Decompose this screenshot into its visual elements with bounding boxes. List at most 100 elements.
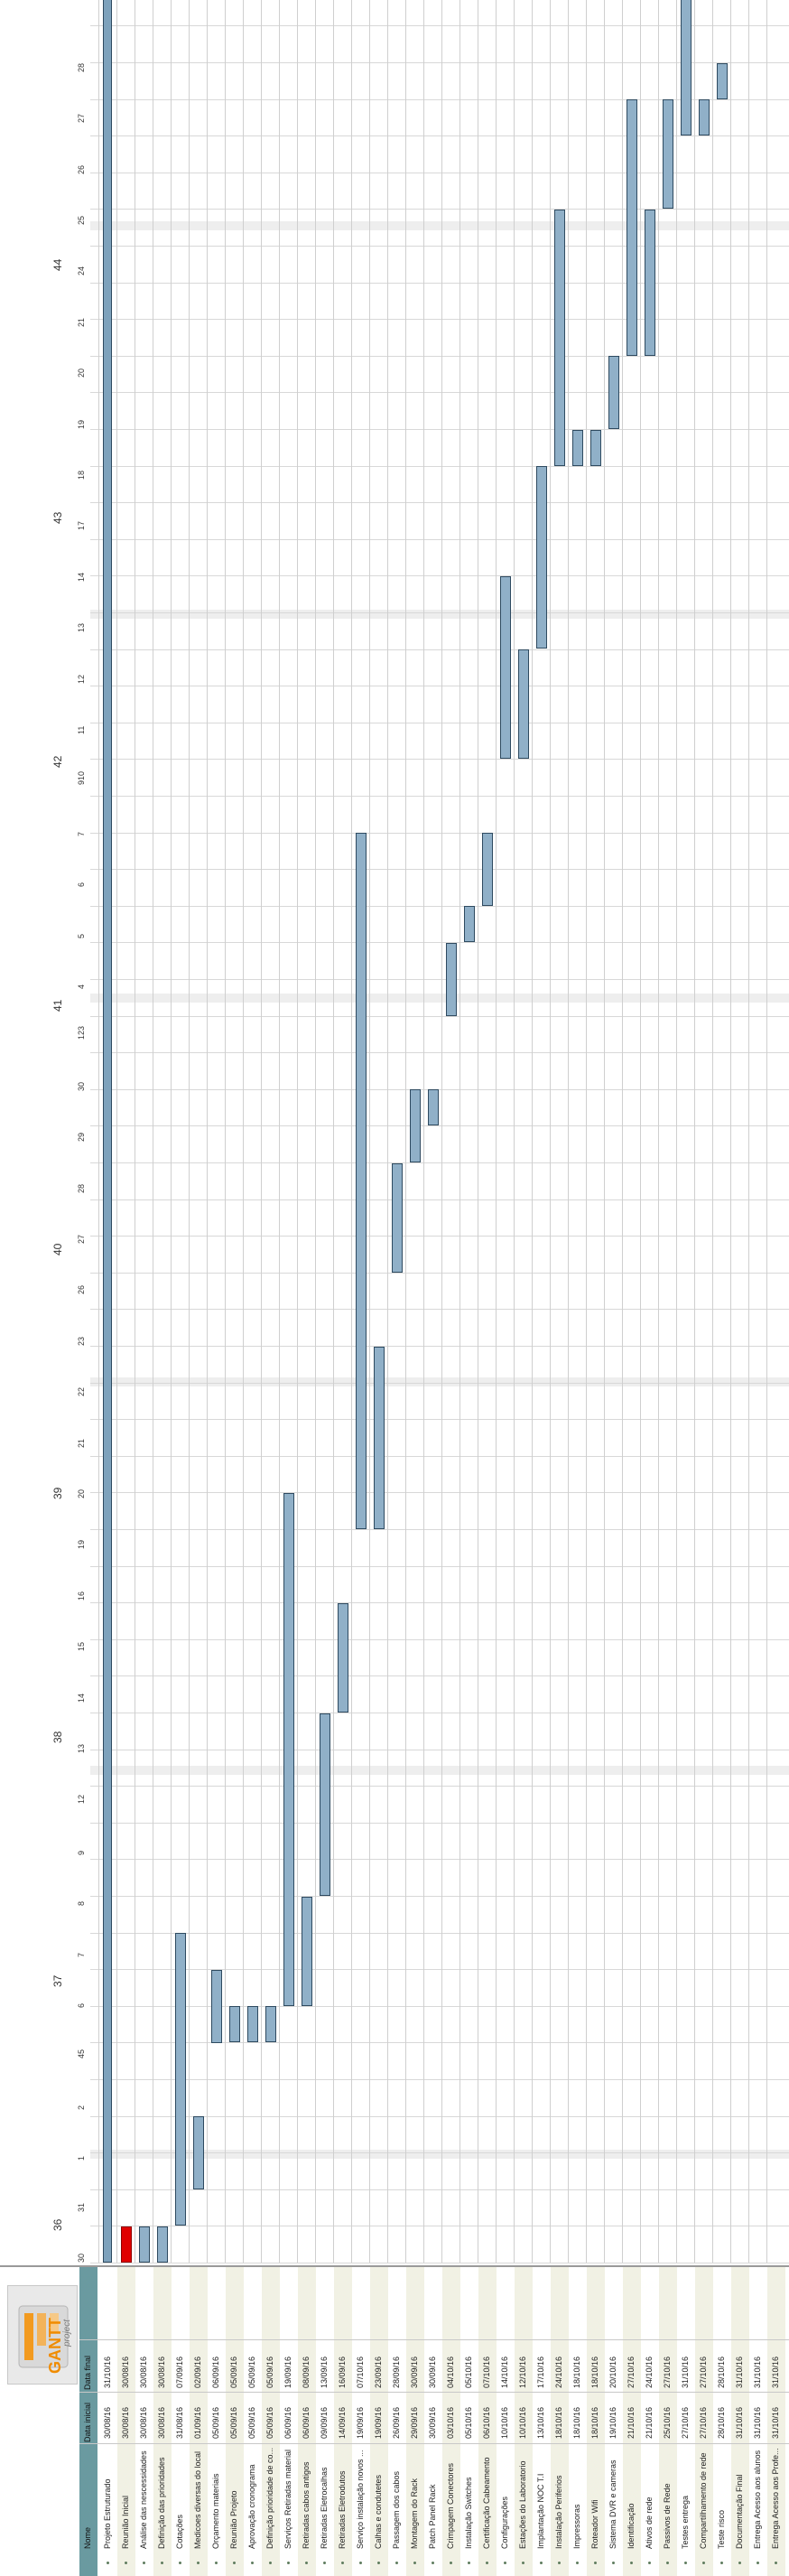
task-start-date: 14/09/16 bbox=[338, 2406, 347, 2439]
task-bar[interactable] bbox=[374, 1347, 385, 1529]
task-bar[interactable] bbox=[500, 576, 511, 759]
task-bullet-icon[interactable] bbox=[432, 2562, 434, 2564]
task-bar[interactable] bbox=[590, 430, 601, 466]
task-bar[interactable] bbox=[392, 1163, 403, 1273]
task-bar[interactable] bbox=[338, 1603, 348, 1713]
task-bar[interactable] bbox=[428, 1089, 439, 1125]
task-bullet-icon[interactable] bbox=[269, 2562, 272, 2564]
task-start-date: 30/08/16 bbox=[139, 2406, 148, 2439]
task-bar[interactable] bbox=[356, 833, 367, 1529]
task-start-date: 05/09/16 bbox=[211, 2406, 220, 2439]
task-end-date: 23/09/16 bbox=[374, 2356, 383, 2388]
week-label: 37 bbox=[51, 1974, 64, 1987]
task-bullet-icon[interactable] bbox=[359, 2562, 362, 2564]
task-bullet-icon[interactable] bbox=[540, 2562, 543, 2564]
task-bar[interactable] bbox=[645, 210, 655, 356]
task-bullet-icon[interactable] bbox=[413, 2562, 416, 2564]
task-bar[interactable] bbox=[283, 1493, 294, 2006]
task-bullet-icon[interactable] bbox=[468, 2562, 470, 2564]
task-bullet-icon[interactable] bbox=[612, 2562, 615, 2564]
task-bar[interactable] bbox=[410, 1089, 421, 1162]
task-bullet-icon[interactable] bbox=[287, 2562, 290, 2564]
table-row-bg bbox=[226, 2267, 244, 2576]
table-row-bg bbox=[623, 2267, 641, 2576]
day-label: 24 bbox=[77, 266, 86, 275]
task-bullet-icon[interactable] bbox=[558, 2562, 561, 2564]
task-bullet-icon[interactable] bbox=[594, 2562, 597, 2564]
task-bar[interactable] bbox=[302, 1897, 312, 2006]
task-bar[interactable] bbox=[247, 2006, 258, 2042]
task-bullet-icon[interactable] bbox=[666, 2562, 669, 2564]
day-gridline bbox=[90, 796, 789, 797]
task-bullet-icon[interactable] bbox=[630, 2562, 633, 2564]
task-name: Reunião Projeto bbox=[229, 2490, 238, 2549]
task-bullet-icon[interactable] bbox=[179, 2562, 181, 2564]
task-bullet-icon[interactable] bbox=[522, 2562, 524, 2564]
task-start-date: 05/09/16 bbox=[247, 2406, 256, 2439]
task-bullet-icon[interactable] bbox=[775, 2562, 777, 2564]
task-bar[interactable] bbox=[518, 649, 529, 759]
task-bullet-icon[interactable] bbox=[125, 2562, 127, 2564]
day-label: 1 bbox=[77, 2155, 86, 2161]
task-bullet-icon[interactable] bbox=[377, 2562, 380, 2564]
task-end-date: 12/10/16 bbox=[518, 2356, 527, 2388]
task-bar[interactable] bbox=[663, 99, 673, 209]
task-bar[interactable] bbox=[175, 1933, 186, 2226]
task-bar[interactable] bbox=[681, 0, 692, 135]
task-bullet-icon[interactable] bbox=[215, 2562, 218, 2564]
task-bar[interactable] bbox=[717, 63, 728, 99]
task-end-date: 05/10/16 bbox=[464, 2356, 473, 2388]
task-bar[interactable] bbox=[157, 2226, 168, 2263]
task-bullet-icon[interactable] bbox=[251, 2562, 254, 2564]
day-gridline bbox=[90, 1859, 789, 1860]
task-end-date: 31/10/16 bbox=[753, 2356, 762, 2388]
task-end-date: 28/10/16 bbox=[717, 2356, 726, 2388]
task-bullet-icon[interactable] bbox=[576, 2562, 579, 2564]
task-bar[interactable] bbox=[699, 99, 710, 135]
task-bar[interactable] bbox=[139, 2226, 150, 2263]
task-start-date: 06/10/16 bbox=[482, 2406, 491, 2439]
task-end-date: 17/10/16 bbox=[536, 2356, 545, 2388]
task-bar[interactable] bbox=[320, 1713, 330, 1896]
task-bar[interactable] bbox=[554, 210, 565, 466]
task-bullet-icon[interactable] bbox=[161, 2562, 163, 2564]
task-bullet-icon[interactable] bbox=[395, 2562, 398, 2564]
task-bar-summary[interactable] bbox=[103, 0, 112, 2263]
task-bullet-icon[interactable] bbox=[757, 2562, 759, 2564]
task-bullet-icon[interactable] bbox=[143, 2562, 145, 2564]
task-bullet-icon[interactable] bbox=[233, 2562, 236, 2564]
task-start-date: 30/08/16 bbox=[121, 2406, 130, 2439]
task-bar[interactable] bbox=[482, 833, 493, 906]
task-bullet-icon[interactable] bbox=[323, 2562, 326, 2564]
task-bar[interactable] bbox=[608, 356, 619, 429]
task-end-date: 30/09/16 bbox=[410, 2356, 419, 2388]
task-bullet-icon[interactable] bbox=[450, 2562, 452, 2564]
task-bullet-icon[interactable] bbox=[720, 2562, 723, 2564]
task-bullet-icon[interactable] bbox=[504, 2562, 506, 2564]
task-bullet-icon[interactable] bbox=[305, 2562, 308, 2564]
task-bar[interactable] bbox=[265, 2006, 276, 2042]
task-bar[interactable] bbox=[193, 2116, 204, 2189]
task-bar[interactable] bbox=[211, 1970, 222, 2043]
task-bar[interactable] bbox=[446, 943, 457, 1016]
week-label: 36 bbox=[51, 2218, 64, 2231]
task-bullet-icon[interactable] bbox=[648, 2562, 651, 2564]
task-bullet-icon[interactable] bbox=[684, 2562, 687, 2564]
task-bar[interactable] bbox=[536, 466, 547, 649]
task-bar-critical[interactable] bbox=[121, 2226, 132, 2263]
task-bullet-icon[interactable] bbox=[341, 2562, 344, 2564]
task-bullet-icon[interactable] bbox=[738, 2562, 741, 2564]
task-bullet-icon[interactable] bbox=[197, 2562, 200, 2564]
task-start-date: 09/09/16 bbox=[320, 2406, 329, 2439]
task-bar[interactable] bbox=[464, 906, 475, 942]
task-bar[interactable] bbox=[627, 99, 637, 356]
task-bullet-icon[interactable] bbox=[486, 2562, 488, 2564]
task-name: Orçamento materiais bbox=[211, 2473, 220, 2549]
task-bullet-icon[interactable] bbox=[702, 2562, 705, 2564]
day-gridline bbox=[90, 1492, 789, 1493]
task-bar[interactable] bbox=[229, 2006, 240, 2042]
row-gridline bbox=[297, 0, 298, 2263]
task-end-date: 07/10/16 bbox=[356, 2356, 365, 2388]
task-bar[interactable] bbox=[572, 430, 583, 466]
task-bullet-icon[interactable] bbox=[107, 2562, 109, 2564]
